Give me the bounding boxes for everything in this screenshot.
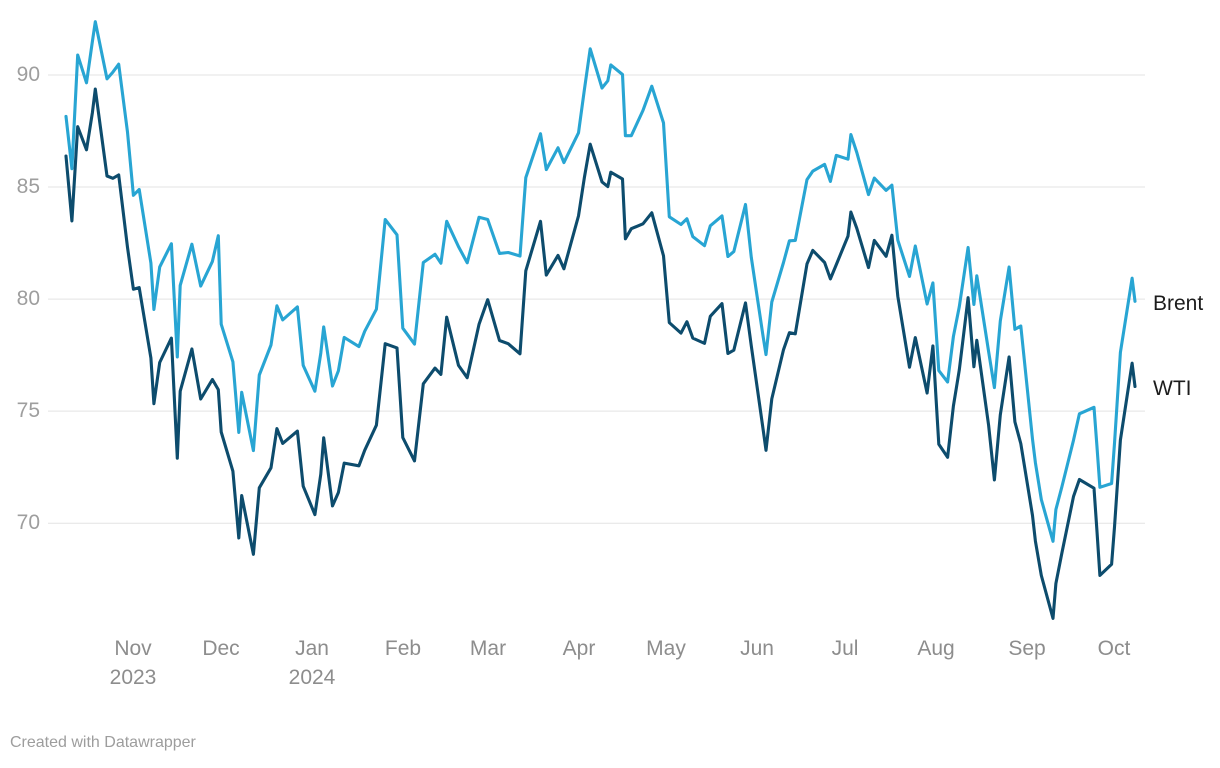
- brent-series-label: Brent: [1153, 292, 1204, 315]
- x-tick-label-jan: Jan 2024: [288, 637, 336, 689]
- wti-line: [64, 87, 1137, 620]
- x-tick-label-nov: Nov 2023: [109, 637, 157, 689]
- wti-series-label: WTI: [1153, 377, 1192, 400]
- x-tick-label-sep: Sep: [1008, 637, 1046, 660]
- y-tick-label-90: 90: [16, 63, 40, 86]
- y-tick-label-85: 85: [16, 175, 40, 198]
- x-tick-label-aug: Aug: [917, 637, 955, 660]
- x-tick-label-mar: Mar: [469, 637, 507, 660]
- x-tick-label-dec: Dec: [202, 637, 240, 660]
- y-tick-label-80: 80: [16, 287, 40, 310]
- brent-line: [64, 20, 1137, 543]
- y-tick-label-70: 70: [16, 511, 40, 534]
- x-tick-label-may: May: [646, 637, 686, 660]
- x-tick-label-feb: Feb: [384, 637, 422, 660]
- x-tick-label-oct: Oct: [1097, 637, 1131, 660]
- y-tick-label-75: 75: [16, 399, 40, 422]
- x-tick-label-jun: Jun: [740, 637, 774, 660]
- x-tick-label-apr: Apr: [562, 637, 596, 660]
- x-tick-label-jul: Jul: [831, 637, 859, 660]
- datawrapper-attribution-link[interactable]: Created with Datawrapper: [10, 734, 196, 751]
